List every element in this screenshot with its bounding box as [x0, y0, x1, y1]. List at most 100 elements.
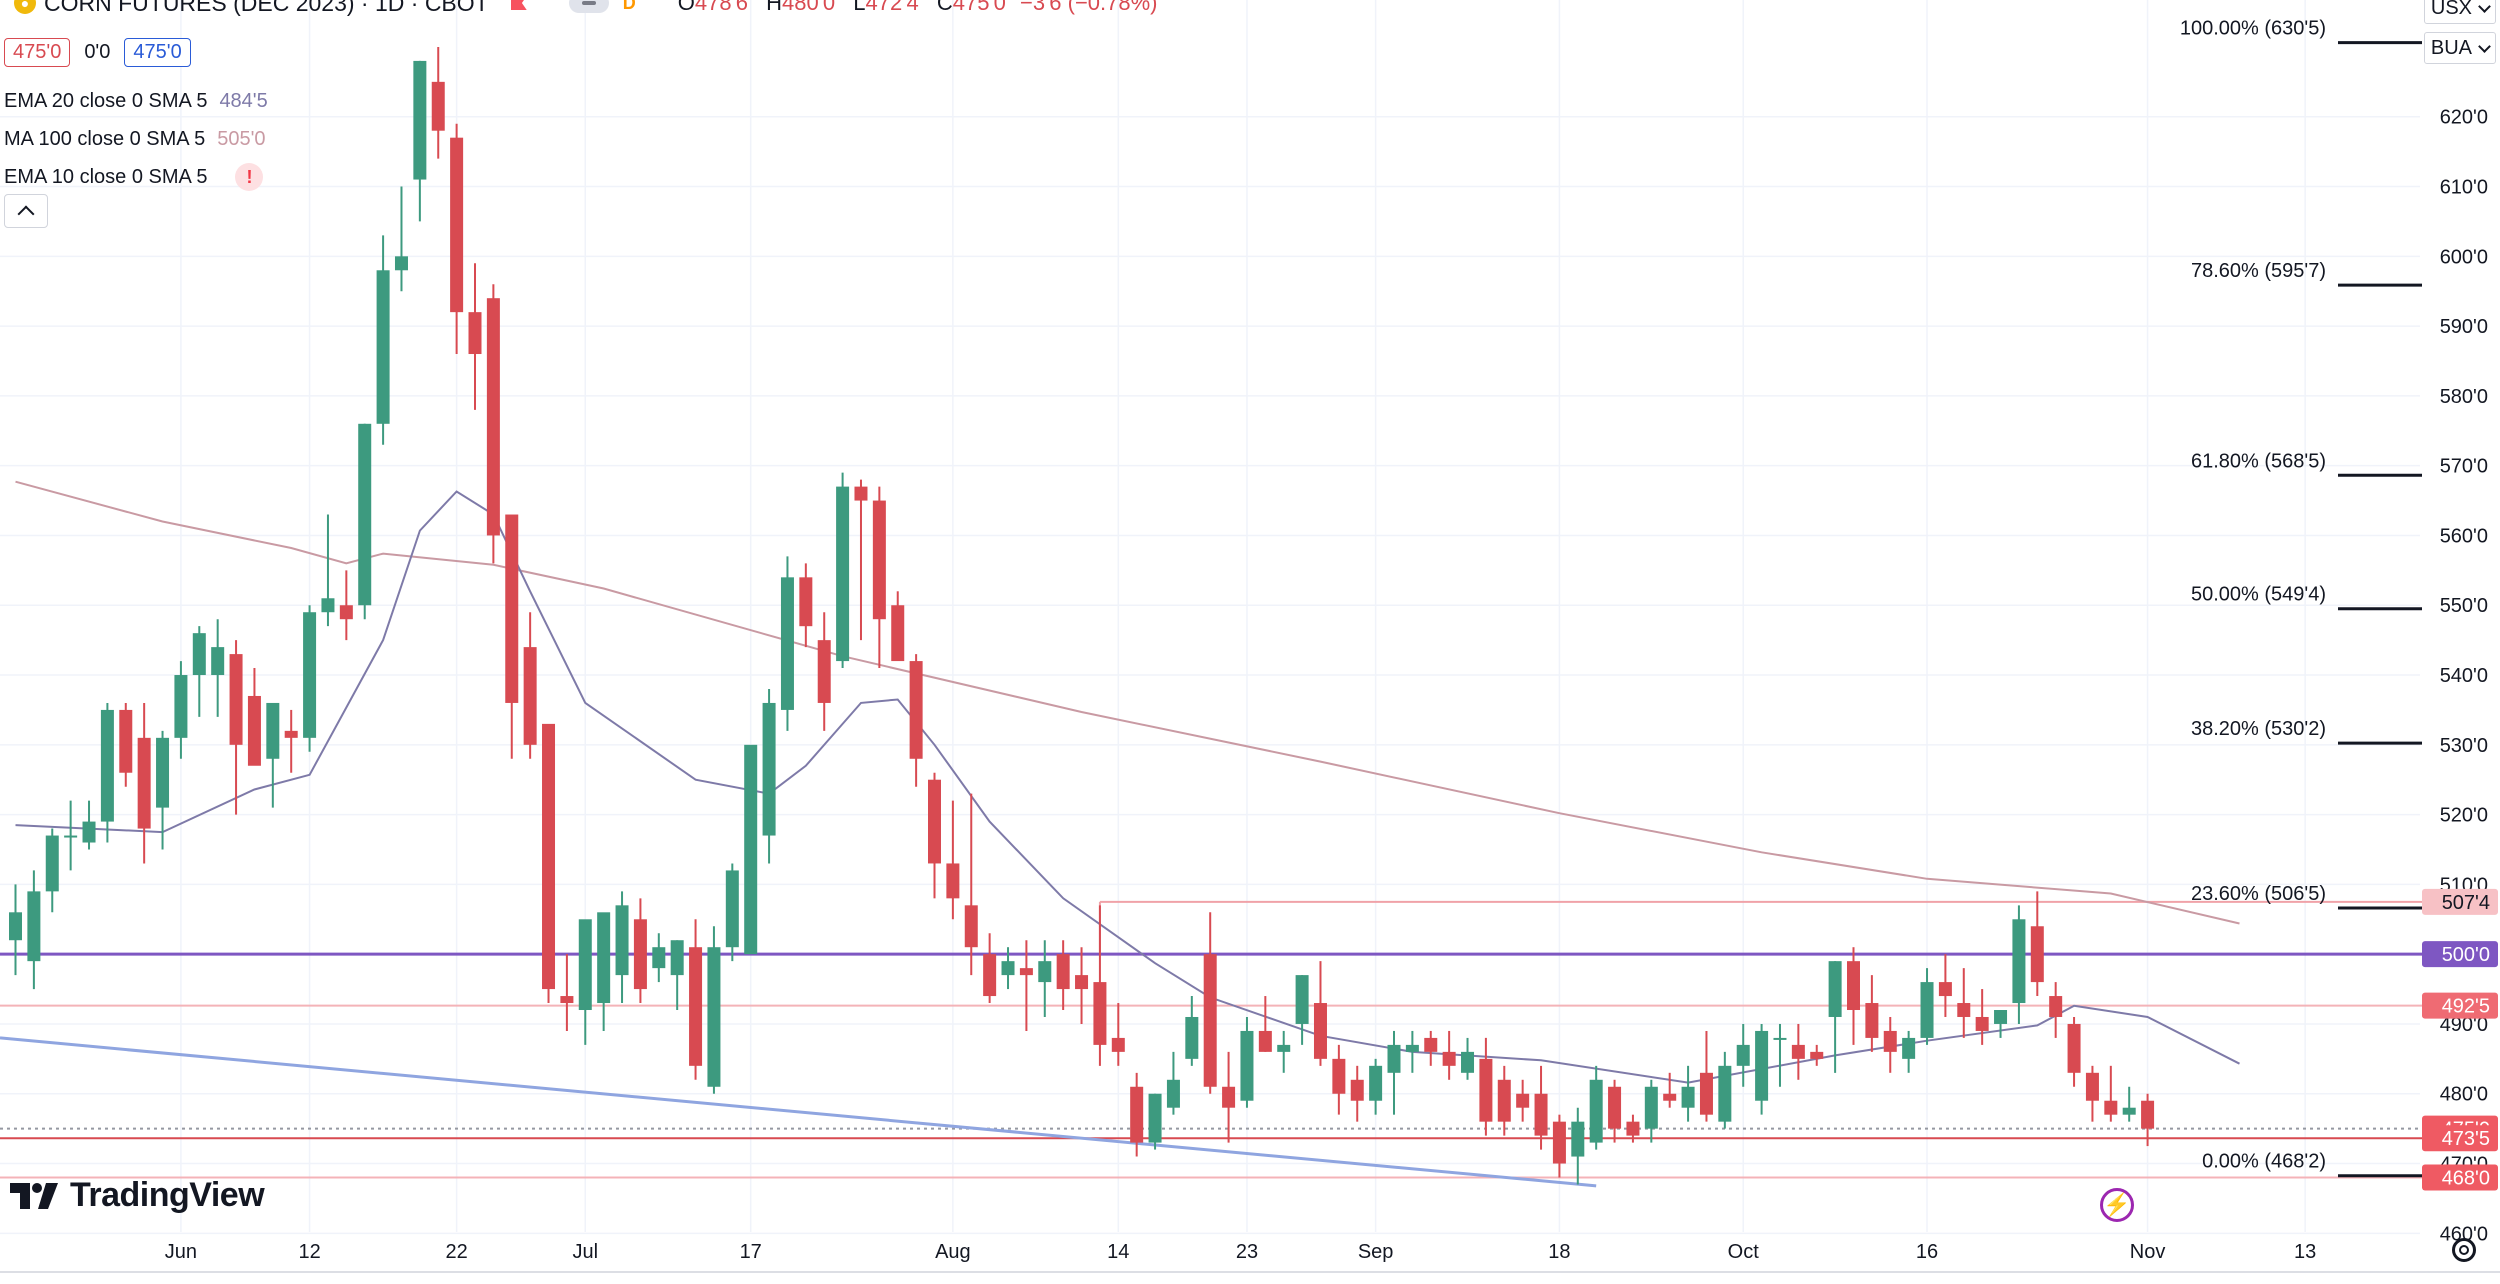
- x-tick-label: Nov: [2130, 1241, 2166, 1263]
- candle: [2067, 1016, 2081, 1087]
- grid: [0, 0, 2420, 1235]
- candle: [1424, 1030, 1438, 1066]
- candle-body: [1258, 1030, 1272, 1052]
- lightning-icon[interactable]: ⚡: [2100, 1188, 2134, 1222]
- tradingview-logo-icon: [10, 1182, 58, 1209]
- candle-body: [1920, 982, 1934, 1038]
- candle: [928, 772, 941, 899]
- candle: [946, 800, 960, 920]
- candle: [2141, 1093, 2155, 1147]
- candle-body: [1222, 1086, 1236, 1108]
- sell-price-button[interactable]: 475'0: [4, 38, 71, 67]
- candle: [1313, 961, 1327, 1066]
- indicator-ma100[interactable]: MA 100 close 0 SMA 5 505'0: [4, 120, 268, 158]
- symbol-title[interactable]: CORN FUTURES (DEC 2023) · 1D · CBOT: [44, 0, 489, 16]
- currency-label: USX: [2430, 0, 2472, 19]
- candle: [192, 626, 206, 717]
- candle: [1534, 1065, 1548, 1150]
- candle: [2049, 982, 2063, 1038]
- indicator-ema20[interactable]: EMA 20 close 0 SMA 5 484'5: [4, 82, 268, 120]
- indicator-ema10[interactable]: EMA 10 close 0 SMA 5 !: [4, 158, 268, 196]
- candle: [1681, 1065, 1695, 1122]
- candle: [1461, 1037, 1475, 1080]
- y-tick-label: 520'0: [2440, 805, 2488, 827]
- price-tag-label: 500'0: [2442, 944, 2490, 966]
- candle-body: [27, 891, 41, 962]
- candle: [1957, 968, 1971, 1038]
- candle-body: [2122, 1107, 2136, 1115]
- ohlc-values: O478'6 H480'0 L472'4 C475'0 −3'6 (−0.78%…: [674, 0, 1166, 16]
- buy-price-button[interactable]: 475'0: [124, 38, 191, 67]
- candle: [1038, 940, 1052, 1017]
- candle: [707, 926, 721, 1094]
- candle-body: [1405, 1044, 1419, 1052]
- candle: [1442, 1030, 1456, 1080]
- candle-body: [413, 60, 427, 180]
- candle: [983, 933, 997, 1004]
- candle: [303, 605, 317, 752]
- candle: [1332, 1044, 1346, 1115]
- candle-body: [468, 312, 482, 355]
- candle-body: [1626, 1121, 1640, 1136]
- candle-body: [1938, 982, 1952, 997]
- candle: [1240, 1016, 1254, 1108]
- change-value: −3'6 (−0.78%): [1020, 0, 1158, 15]
- settings-icon[interactable]: [2452, 1238, 2476, 1262]
- candle-body: [615, 905, 629, 976]
- candle: [64, 800, 78, 871]
- currency-selector[interactable]: USX: [2423, 0, 2496, 24]
- x-tick-label: Aug: [935, 1241, 971, 1263]
- collapse-legend-button[interactable]: [4, 194, 48, 228]
- indicator-value: 505'0: [217, 128, 266, 150]
- candle-body: [652, 947, 666, 969]
- candle-body: [1589, 1079, 1603, 1143]
- candle-body: [1644, 1086, 1658, 1129]
- fib-levels: 100.00% (630'5) 78.60% (595'7) 61.80% (568…: [2180, 18, 2422, 1178]
- candle-body: [707, 947, 721, 1087]
- candle: [597, 912, 611, 1031]
- candle: [578, 919, 592, 1045]
- y-tick-label: 610'0: [2440, 177, 2488, 199]
- candle-body: [523, 647, 537, 745]
- candle-body: [1148, 1093, 1162, 1143]
- candle-body: [266, 702, 280, 759]
- candle: [1552, 1114, 1566, 1178]
- fib-level-label: 50.00% (549'4): [2191, 584, 2326, 606]
- candle: [505, 514, 519, 759]
- candle-body: [872, 500, 886, 620]
- candle-body: [1203, 954, 1217, 1087]
- high-value: 480'0: [782, 0, 836, 15]
- candle-body: [1994, 1010, 2008, 1024]
- close-label: C: [936, 0, 953, 15]
- warning-icon[interactable]: !: [235, 163, 264, 191]
- candle-body: [762, 702, 776, 836]
- x-tick-label: 13: [2294, 1241, 2316, 1263]
- candle: [1791, 1023, 1805, 1080]
- candle-body: [1093, 982, 1107, 1045]
- candle: [1663, 1072, 1677, 1108]
- candle-body: [1295, 975, 1309, 1024]
- candle-body: [670, 940, 684, 976]
- candle-body: [2141, 1100, 2155, 1129]
- candle-body: [192, 633, 206, 676]
- y-tick-label: 620'0: [2440, 107, 2488, 129]
- candle: [119, 702, 133, 787]
- candle-body: [817, 640, 831, 703]
- candle: [1571, 1107, 1585, 1185]
- candle-body: [542, 723, 556, 990]
- candle-body: [578, 919, 592, 1011]
- candle: [964, 793, 978, 976]
- flag-icon[interactable]: [510, 0, 527, 10]
- candle-body: [1718, 1065, 1732, 1122]
- candle-body: [1479, 1058, 1493, 1122]
- candle: [872, 486, 886, 669]
- candle: [1075, 947, 1089, 1024]
- candle-body: [1736, 1044, 1750, 1066]
- y-tick-label: 530'0: [2440, 735, 2488, 757]
- candle-body: [1699, 1072, 1713, 1115]
- y-axis: 450'0460'0470'0480'0490'0500'0510'0520'0…: [2440, 107, 2488, 1246]
- visibility-toggle[interactable]: [568, 0, 609, 13]
- buy-label-selector[interactable]: BUA: [2423, 32, 2496, 64]
- candle: [1810, 1044, 1824, 1066]
